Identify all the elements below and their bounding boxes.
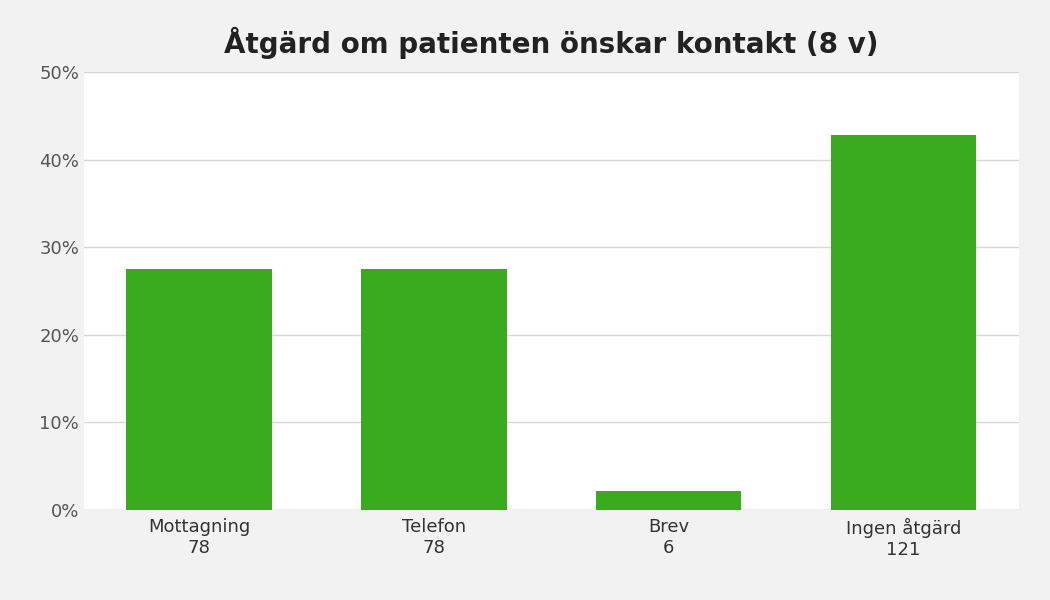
Bar: [361, 269, 507, 510]
Bar: [595, 491, 741, 510]
Title: Åtgärd om patienten önskar kontakt (8 v): Åtgärd om patienten önskar kontakt (8 v): [224, 26, 879, 59]
Bar: [126, 269, 272, 510]
Bar: [831, 136, 977, 510]
